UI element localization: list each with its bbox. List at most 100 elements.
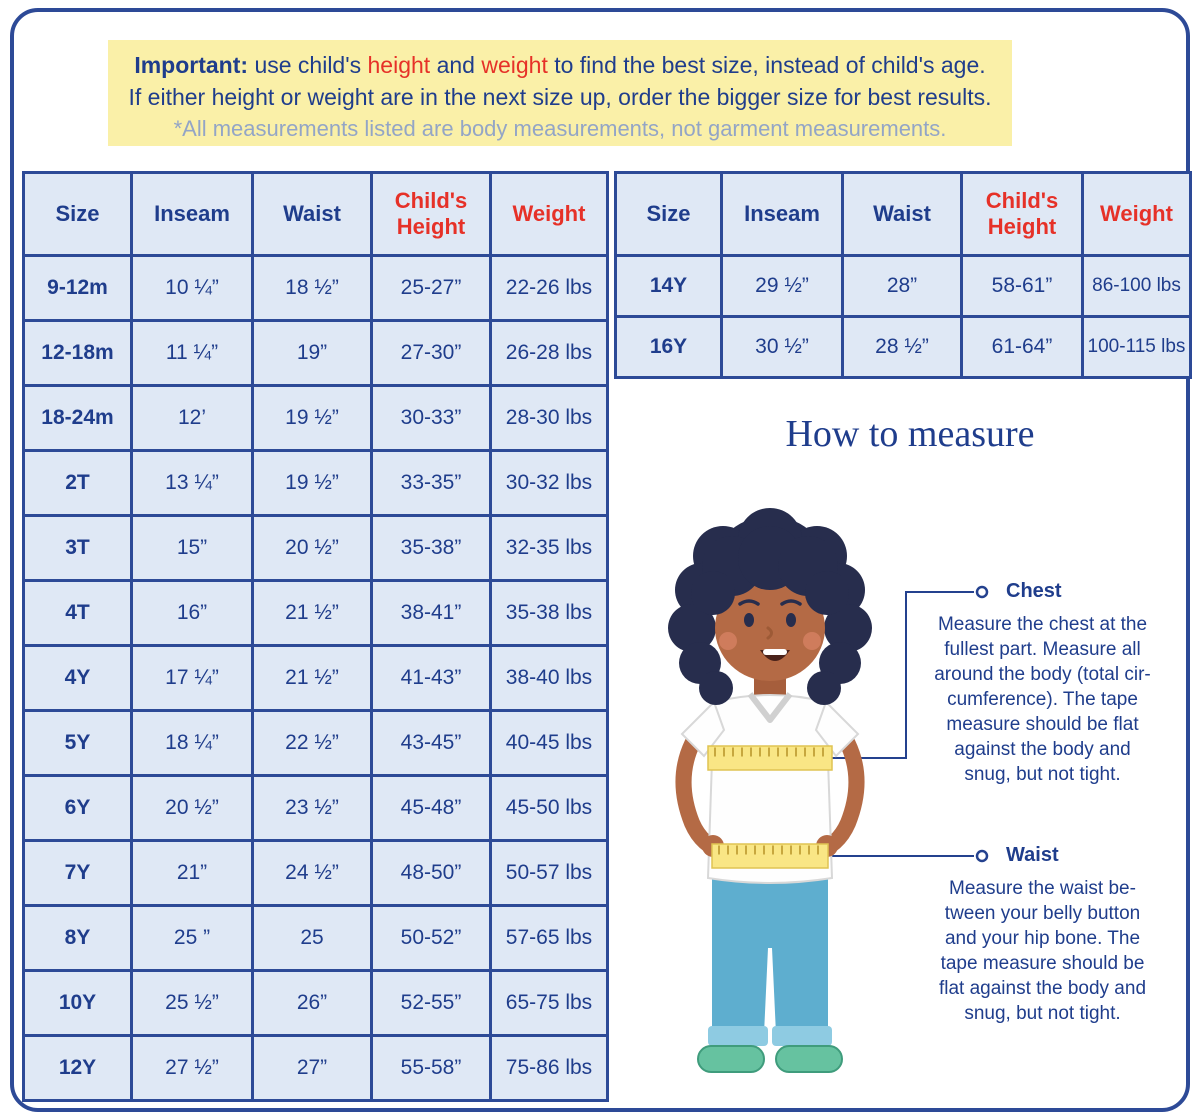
right-eye	[786, 613, 796, 627]
measurement-cell: 27-30”	[370, 319, 492, 387]
measurement-cell: 50-52”	[370, 904, 492, 972]
size-cell: 8Y	[22, 904, 133, 972]
measurement-cell: 48-50”	[370, 839, 492, 907]
column-header: Waist	[841, 171, 963, 257]
column-header: Weight	[489, 171, 609, 257]
banner-text: use child's	[248, 52, 368, 78]
measurement-cell: 17 ¼”	[130, 644, 254, 712]
measurement-cell: 45-48”	[370, 774, 492, 842]
waist-instructions: Measure the waist be- tween your belly b…	[938, 878, 1147, 1024]
measurement-cell: 21”	[130, 839, 254, 907]
chest-connector-line	[830, 585, 989, 759]
waist-tape-graphic	[711, 843, 829, 869]
chest-label: Chest	[1006, 580, 1062, 602]
measurement-cell: 28”	[841, 254, 963, 318]
measurement-cell: 21 ½”	[251, 644, 373, 712]
measurement-cell: 58-61”	[960, 254, 1084, 318]
size-row: 3T 15” 20 ½” 35-38” 32-35 lbs	[22, 514, 609, 582]
waist-label: Waist	[1006, 844, 1059, 866]
left-eye	[744, 613, 754, 627]
pant-cuff-left	[708, 1026, 768, 1046]
measurement-cell: 26”	[251, 969, 373, 1037]
size-row: 4Y 17 ¼” 21 ½” 41-43” 38-40 lbs	[22, 644, 609, 712]
column-header: Size	[22, 171, 133, 257]
chest-tape-graphic	[707, 745, 833, 771]
size-cell: 4Y	[22, 644, 133, 712]
size-cell: 9-12m	[22, 254, 133, 322]
measurement-cell: 32-35 lbs	[489, 514, 609, 582]
size-row: 6Y 20 ½” 23 ½” 45-48” 45-50 lbs	[22, 774, 609, 842]
size-row: 7Y 21” 24 ½” 48-50” 50-57 lbs	[22, 839, 609, 907]
column-header: Size	[614, 171, 723, 257]
size-row: 12-18m 11 ¼” 19” 27-30” 26-28 lbs	[22, 319, 609, 387]
face-features	[719, 599, 821, 661]
measurement-cell: 27 ½”	[130, 1034, 254, 1102]
measurement-cell: 38-40 lbs	[489, 644, 609, 712]
size-cell: 4T	[22, 579, 133, 647]
measurement-cell: 22 ½”	[251, 709, 373, 777]
shirt	[680, 692, 860, 884]
measurement-cell: 25	[251, 904, 373, 972]
measurement-cell: 43-45”	[370, 709, 492, 777]
measurement-cell: 25 ”	[130, 904, 254, 972]
size-row: 14Y 29 ½” 28” 58-61” 86-100 lbs	[614, 254, 1192, 318]
right-blush	[803, 632, 821, 650]
measurement-cell: 24 ½”	[251, 839, 373, 907]
column-header: Inseam	[130, 171, 254, 257]
teeth	[763, 649, 787, 655]
banner-text: to find the best size, instead of child'…	[547, 52, 986, 78]
banner-height-word: height	[367, 52, 431, 78]
column-header: Waist	[251, 171, 373, 257]
measurement-cell: 18 ¼”	[130, 709, 254, 777]
measurement-cell: 33-35”	[370, 449, 492, 517]
size-cell: 3T	[22, 514, 133, 582]
banner-important-label: Important:	[134, 52, 249, 78]
measurement-cell: 25 ½”	[130, 969, 254, 1037]
measurement-cell: 50-57 lbs	[489, 839, 609, 907]
measurement-cell: 38-41”	[370, 579, 492, 647]
size-cell: 6Y	[22, 774, 133, 842]
size-cell: 2T	[22, 449, 133, 517]
banner-text: and	[430, 52, 482, 78]
column-header: Weight	[1081, 171, 1192, 257]
measurement-cell: 86-100 lbs	[1081, 254, 1192, 318]
measurement-cell: 65-75 lbs	[489, 969, 609, 1037]
main-size-table: Size Inseam Waist Child's Height Weight 9-12m…	[22, 171, 609, 1102]
teen-size-table: Size Inseam Waist Child's Height Weight 14Y 29…	[614, 171, 1192, 379]
measurement-cell: 30-33”	[370, 384, 492, 452]
size-row: 16Y 30 ½” 28 ½” 61-64” 100-115 lbs	[614, 315, 1192, 379]
size-cell: 18-24m	[22, 384, 133, 452]
measurement-cell: 61-64”	[960, 315, 1084, 379]
measurement-cell: 25-27”	[370, 254, 492, 322]
measurement-cell: 35-38 lbs	[489, 579, 609, 647]
measurement-cell: 28 ½”	[841, 315, 963, 379]
measurement-cell: 13 ¼”	[130, 449, 254, 517]
size-row: 9-12m 10 ¼” 18 ½” 25-27” 22-26 lbs	[22, 254, 609, 322]
measurement-cell: 11 ¼”	[130, 319, 254, 387]
measurement-cell: 41-43”	[370, 644, 492, 712]
measurement-cell: 22-26 lbs	[489, 254, 609, 322]
size-row: 4T 16” 21 ½” 38-41” 35-38 lbs	[22, 579, 609, 647]
measurement-cell: 10 ¼”	[130, 254, 254, 322]
measurement-cell: 21 ½”	[251, 579, 373, 647]
measurement-cell: 16”	[130, 579, 254, 647]
banner-line-2: If either height or weight are in the ne…	[128, 84, 992, 110]
header-row: Size Inseam Waist Child's Height Weight	[22, 171, 609, 257]
measurement-cell: 26-28 lbs	[489, 319, 609, 387]
measurement-cell: 40-45 lbs	[489, 709, 609, 777]
nose	[766, 626, 773, 640]
v-neck	[747, 692, 793, 723]
measurement-cell: 19 ½”	[251, 449, 373, 517]
header-row: Size Inseam Waist Child's Height Weight	[614, 171, 1192, 257]
measurement-cell: 15”	[130, 514, 254, 582]
measurement-cell: 29 ½”	[720, 254, 844, 318]
child-illustration	[668, 508, 989, 1073]
size-row: 18-24m 12’ 19 ½” 30-33” 28-30 lbs	[22, 384, 609, 452]
column-header: Child's Height	[370, 171, 492, 257]
waist-connector-line	[826, 849, 989, 863]
size-cell: 12-18m	[22, 319, 133, 387]
waist-point	[975, 849, 989, 863]
measurement-cell: 30-32 lbs	[489, 449, 609, 517]
measurement-cell: 100-115 lbs	[1081, 315, 1192, 379]
left-blush	[719, 632, 737, 650]
